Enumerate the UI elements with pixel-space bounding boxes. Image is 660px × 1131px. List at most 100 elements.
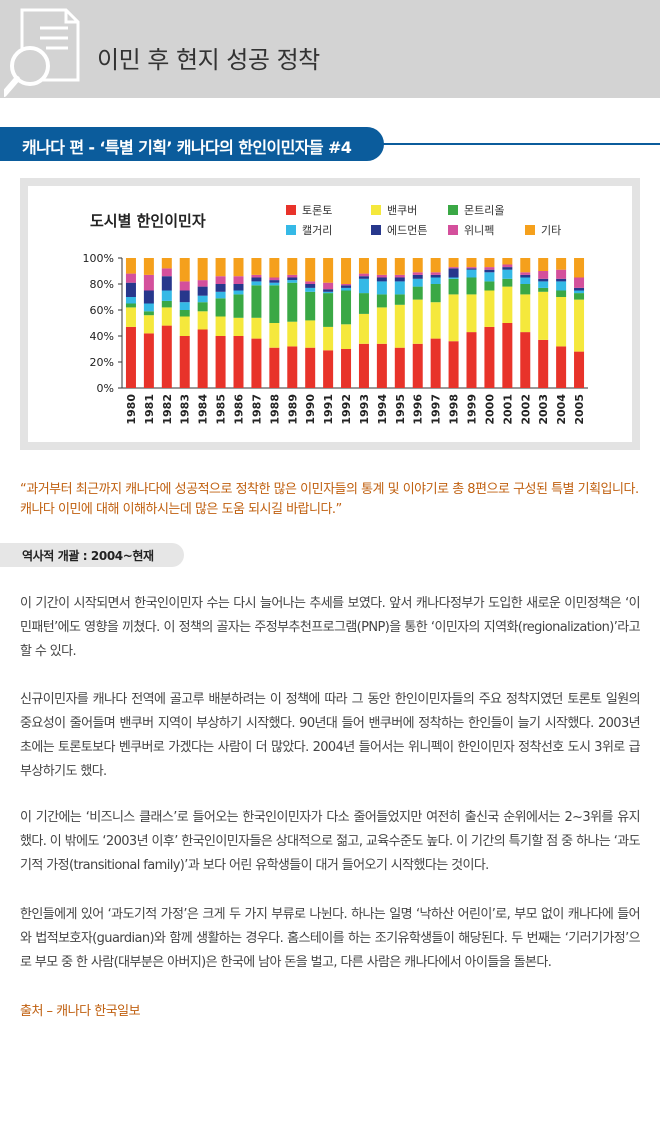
- x-tick-label: 1992: [340, 394, 353, 425]
- bar-segment: [538, 258, 549, 271]
- chart-title: 도시별 한인이민자: [90, 212, 206, 230]
- bar-segment: [358, 343, 369, 388]
- bar-segment: [538, 339, 549, 388]
- bar-segment: [161, 258, 172, 269]
- bar-segment: [179, 258, 190, 282]
- x-tick-label: 1993: [358, 394, 371, 425]
- x-tick-label: 1991: [322, 394, 335, 425]
- bar-segment: [538, 287, 549, 292]
- bar-segment: [430, 302, 441, 339]
- bar-segment: [394, 274, 405, 278]
- bar-segment: [305, 320, 316, 348]
- bar-segment: [287, 282, 298, 322]
- bar-segment: [197, 329, 208, 388]
- bar-segment: [287, 280, 298, 283]
- bar-segment: [430, 258, 441, 273]
- bar-segment: [412, 286, 423, 300]
- legend-swatch: [448, 225, 458, 235]
- bar-segment: [556, 278, 567, 282]
- x-tick-label: 1986: [233, 394, 246, 425]
- x-tick-label: 1985: [215, 394, 228, 425]
- bar-segment: [269, 282, 280, 286]
- bar-segment: [430, 274, 441, 278]
- bar-segment: [341, 290, 352, 325]
- bar-segment: [466, 258, 477, 268]
- legend-label: 에드먼튼: [387, 224, 427, 237]
- bar-segment: [556, 297, 567, 347]
- bar-segment: [520, 332, 531, 388]
- series-title: 캐나다 편 - ‘특별 기획’ 캐나다의 한인이민자들 #4: [22, 138, 352, 157]
- bar-segment: [376, 307, 387, 344]
- chart-panel: 도시별 한인이민자 토론토 밴쿠버 몬트리올 캘거리 에드먼튼 위니펙 기타 0% 20% 40% 6…: [28, 186, 632, 442]
- x-tick-label: 1983: [179, 394, 192, 425]
- x-tick-label: 1998: [448, 394, 461, 425]
- x-tick-label: 1997: [430, 394, 443, 425]
- x-tick-label: 1989: [286, 394, 299, 425]
- bar-segment: [502, 267, 513, 270]
- body-paragraph-3: 이 기간에는 ‘비즈니스 클래스’로 들어오는 한국인이민자가 다소 줄어들었지…: [20, 810, 641, 873]
- bar-segment: [556, 290, 567, 297]
- bar-segment: [305, 291, 316, 321]
- x-tick-label: 2003: [537, 394, 550, 425]
- bar-segment: [323, 326, 334, 351]
- bar-segment: [538, 291, 549, 340]
- bar-segment: [412, 274, 423, 279]
- bar-segment: [412, 299, 423, 344]
- bar-segment: [484, 281, 495, 291]
- bar-segment: [143, 290, 154, 304]
- bar-segment: [466, 277, 477, 295]
- bar-segment: [502, 278, 513, 287]
- bar-segment: [448, 278, 459, 295]
- bar-segment: [269, 258, 280, 278]
- bar-segment: [520, 272, 531, 275]
- bar-segment: [341, 287, 352, 291]
- x-tick-label: 1999: [466, 394, 479, 425]
- bar-segment: [197, 280, 208, 287]
- bar-segment: [376, 277, 387, 282]
- bar-segment: [448, 294, 459, 342]
- section-label-text: 역사적 개괄 : 2004~현재: [22, 549, 154, 563]
- y-tick-label: 0%: [97, 382, 114, 395]
- page-header: 이민 후 현지 성공 정착: [0, 0, 660, 98]
- bar-segment: [269, 323, 280, 348]
- bar-segment: [287, 277, 298, 281]
- bar-segment: [556, 258, 567, 270]
- bar-segment: [376, 274, 387, 278]
- bar-segment: [287, 321, 298, 347]
- bar-segment: [412, 272, 423, 275]
- x-tick-label: 1982: [161, 394, 174, 425]
- intro-quote: “과거부터 최근까지 캐나다에 성공적으로 정착한 많은 이민자들의 통계 및 …: [20, 482, 639, 517]
- bar-segment: [215, 298, 226, 317]
- bar-segment: [323, 293, 334, 327]
- bar-segment: [323, 350, 334, 388]
- bar-segment: [484, 326, 495, 388]
- bar-segment: [394, 277, 405, 282]
- body-paragraph-2: 신규이민자를 캐나다 전역에 골고루 배분하려는 이 정책에 따라 그 동안 한…: [20, 692, 641, 779]
- y-tick-label: 60%: [90, 304, 114, 317]
- bar-segment: [520, 294, 531, 333]
- bar-segment: [215, 258, 226, 277]
- x-tick-label: 1994: [376, 394, 389, 425]
- bar-segment: [161, 300, 172, 308]
- bar-segment: [215, 316, 226, 336]
- bar-segment: [269, 277, 280, 281]
- legend-swatch: [371, 205, 381, 215]
- bar-segment: [143, 333, 154, 388]
- bar-segment: [179, 316, 190, 336]
- bar-segment: [233, 276, 244, 284]
- bar-segment: [287, 346, 298, 388]
- legend-swatch: [286, 225, 296, 235]
- chart-frame: 도시별 한인이민자 토론토 밴쿠버 몬트리올 캘거리 에드먼튼 위니펙 기타 0% 20% 40% 6…: [20, 178, 640, 450]
- bar-segment: [466, 294, 477, 333]
- bar-segment: [251, 281, 262, 286]
- bar-segment: [233, 284, 244, 291]
- bar-segment: [502, 323, 513, 388]
- bar-segment: [484, 290, 495, 327]
- bar-segment: [305, 258, 316, 282]
- page-title: 이민 후 현지 성공 정착: [97, 46, 320, 74]
- bar-segment: [197, 302, 208, 312]
- bar-segment: [143, 315, 154, 334]
- bar-segment: [125, 258, 136, 274]
- bar-segment: [269, 285, 280, 323]
- body-paragraph-4: 한인들에게 있어 ‘과도기적 가정’은 크게 두 가지 부류로 나뉜다. 하나는…: [20, 907, 641, 970]
